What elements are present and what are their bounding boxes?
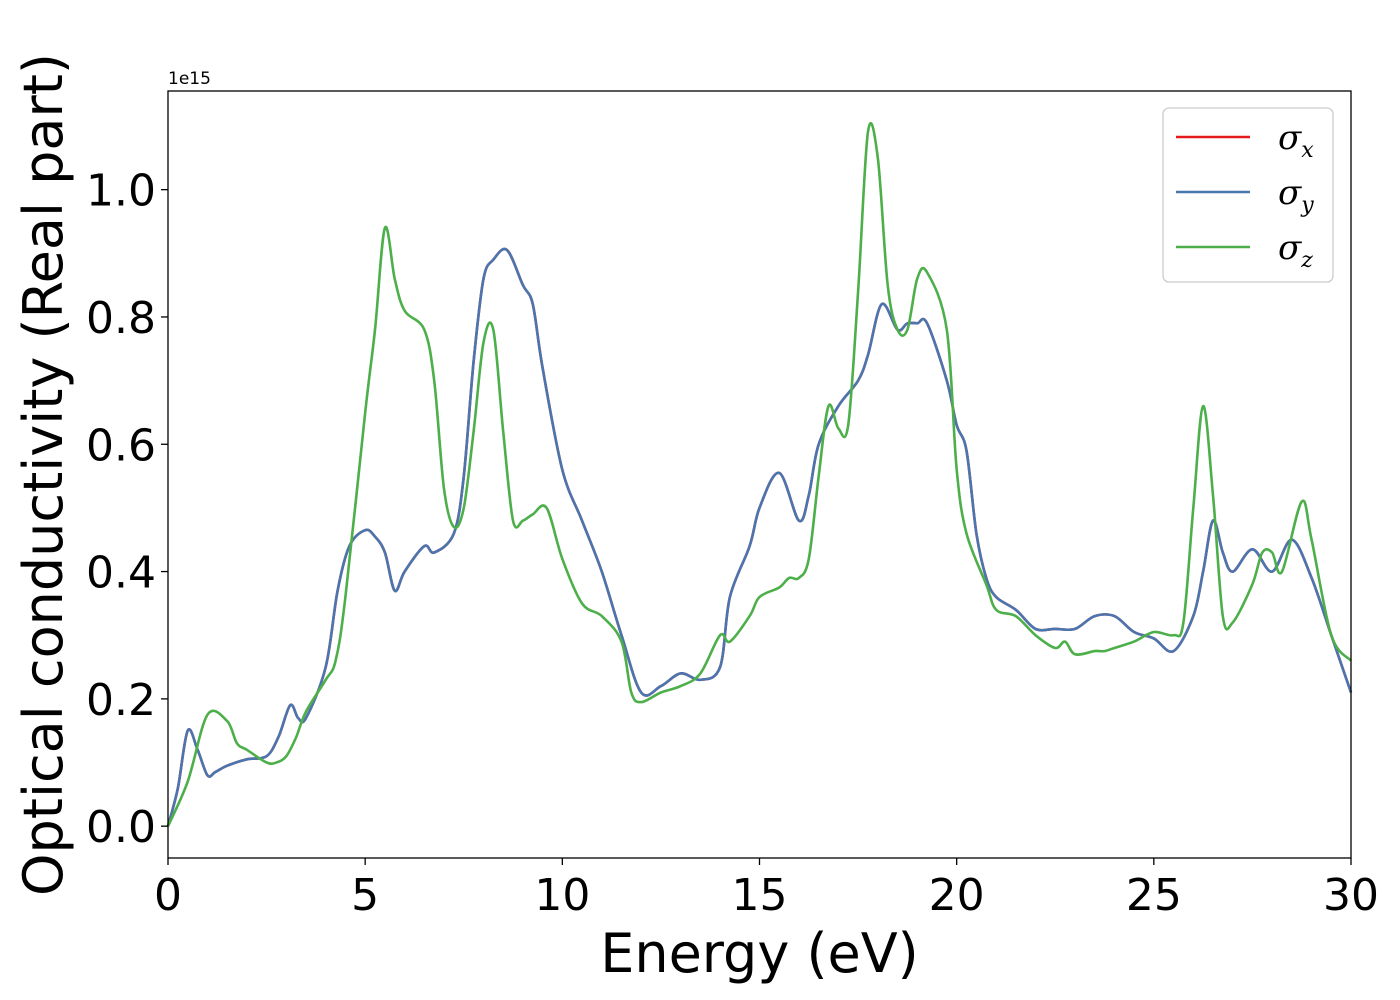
series-line-x [166,247,1353,827]
y-axis-title: Optical conductivity (Real part) [12,53,75,896]
legend: σx σy σz [1162,107,1334,283]
x-tick-label: 10 [534,870,590,921]
y-tick-label: 0.0 [86,802,156,853]
legend-label-y: σy [1278,173,1314,218]
y-axis: 0.0 0.2 0.4 0.6 0.8 1.0 [86,166,168,853]
series-lines [166,122,1353,827]
legend-label-x: σx [1278,118,1314,163]
x-tick-label: 0 [154,870,182,921]
y-offset-label: 1e15 [168,69,211,89]
y-tick-label: 1.0 [86,166,156,217]
legend-frame [1162,107,1334,283]
x-axis-title: Energy (eV) [600,922,919,985]
x-tick-label: 30 [1323,870,1379,921]
y-tick-label: 0.4 [86,548,156,599]
x-tick-label: 20 [929,870,985,921]
series-line-y [166,247,1353,827]
series-line-z [166,122,1353,827]
x-axis: 0 5 10 15 20 25 30 [154,858,1379,921]
legend-label-z: σz [1278,228,1313,273]
y-tick-label: 0.2 [86,675,156,726]
x-tick-label: 15 [732,870,788,921]
x-tick-label: 5 [351,870,379,921]
y-tick-label: 0.8 [86,293,156,344]
x-tick-label: 25 [1126,870,1182,921]
y-tick-label: 0.6 [86,420,156,471]
